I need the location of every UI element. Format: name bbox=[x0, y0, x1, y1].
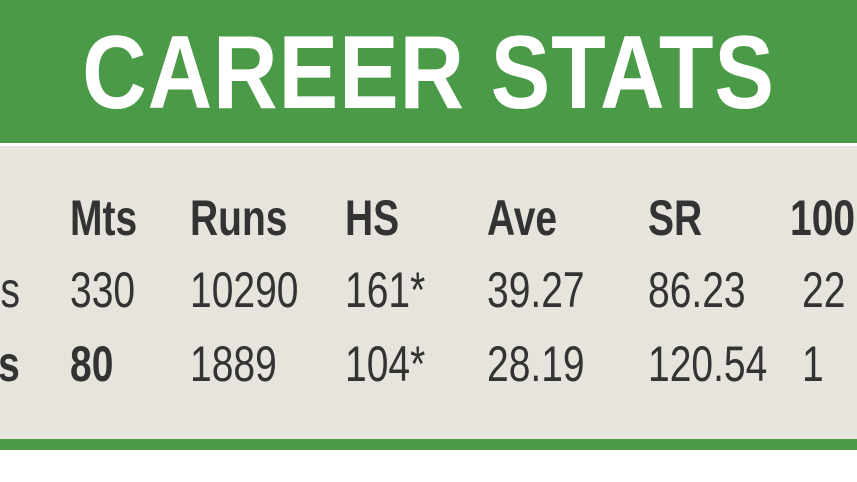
stats-panel bbox=[0, 146, 857, 439]
table-cell: 161* bbox=[345, 262, 426, 318]
table-cell: 80 bbox=[70, 336, 114, 392]
row-label: s bbox=[0, 262, 21, 318]
column-header: Runs bbox=[190, 190, 288, 246]
table-cell: 10290 bbox=[190, 262, 299, 318]
title-banner bbox=[0, 0, 857, 143]
column-header: Mts bbox=[70, 190, 138, 246]
table-cell: 86.23 bbox=[648, 262, 746, 318]
table-cell: 1 bbox=[802, 336, 824, 392]
table-cell: 1889 bbox=[190, 336, 277, 392]
column-header: Ave bbox=[487, 190, 558, 246]
column-header: 100 bbox=[790, 190, 856, 246]
table-cell: 28.19 bbox=[487, 336, 585, 392]
page-title: CAREER STATS bbox=[82, 15, 775, 131]
table-cell: 330 bbox=[70, 262, 136, 318]
table-cell: 104* bbox=[345, 336, 426, 392]
table-cell: 22 bbox=[802, 262, 846, 318]
column-header: SR bbox=[648, 190, 703, 246]
table-cell: 120.54 bbox=[648, 336, 768, 392]
bottom-divider bbox=[0, 439, 857, 450]
column-header: HS bbox=[345, 190, 400, 246]
row-label: s bbox=[0, 336, 20, 392]
table-cell: 39.27 bbox=[487, 262, 585, 318]
